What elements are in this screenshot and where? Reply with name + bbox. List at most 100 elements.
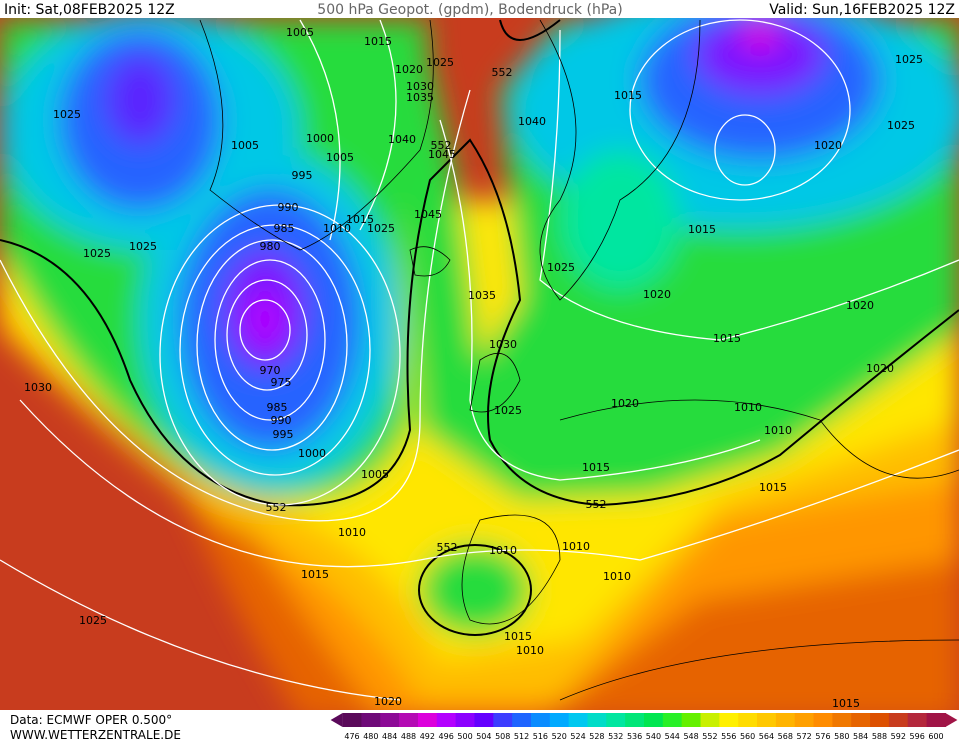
colorbar-swatch	[417, 713, 438, 727]
isobar-label: 1010	[764, 424, 792, 437]
colorbar-tick-label: 544	[665, 732, 680, 741]
isobar-label: 1025	[53, 108, 81, 121]
isobar-label: 1020	[611, 397, 639, 410]
isobar-label: 1020	[374, 695, 402, 708]
colorbar-tick-label: 584	[853, 732, 868, 741]
isobar-label: 1025	[895, 53, 923, 66]
colorbar-swatch	[568, 713, 588, 727]
isobar-label: 1040	[388, 133, 416, 146]
colorbar-tick-label: 540	[646, 732, 661, 741]
colorbar-swatch	[851, 713, 871, 727]
isobars	[0, 19, 959, 701]
isobar-label: 1020	[643, 288, 671, 301]
colorbar-tick-label: 588	[872, 732, 887, 741]
isobar-label: 1015	[364, 35, 392, 48]
isobar-label: 1020	[846, 299, 874, 312]
isobar-label: 990	[271, 414, 292, 427]
colorbar-tick-label: 496	[439, 732, 454, 741]
isobar-label: 1010	[562, 540, 590, 553]
isobar-label: 1010	[734, 401, 762, 414]
isobar-label: 1025	[426, 56, 454, 69]
colorbar-tick-label: 524	[570, 732, 585, 741]
colorbar-swatch	[493, 713, 513, 727]
colorbar-swatch	[738, 713, 758, 727]
colorbar-tick-label: 580	[834, 732, 849, 741]
colorbar-tick-label: 528	[589, 732, 604, 741]
isobar-label: 985	[267, 401, 288, 414]
isobar-label: 1010	[489, 544, 517, 557]
isobar-label: 1030	[489, 338, 517, 351]
isobar-label: 1025	[547, 261, 575, 274]
colorbar-arrow	[330, 713, 343, 727]
contour-552	[0, 19, 959, 636]
geopotential-label: 552	[492, 66, 513, 79]
isobar-label: 1005	[231, 139, 259, 152]
colorbar-tick-label: 592	[891, 732, 906, 741]
isobar-label: 1015	[713, 332, 741, 345]
isobar-label: 1030	[406, 80, 434, 93]
colorbar-tick-label: 500	[457, 732, 472, 741]
isobar-label: 1010	[338, 526, 366, 539]
isobar-label: 1010	[323, 222, 351, 235]
isobar-label: 1000	[306, 132, 334, 145]
colorbar-swatch	[342, 713, 362, 727]
colorbar-swatch	[888, 713, 909, 727]
isobar-label: 1025	[79, 614, 107, 627]
isobar-label: 1025	[887, 119, 915, 132]
map-field	[0, 18, 959, 710]
isobar-label: 985	[274, 222, 295, 235]
valid-time: Valid: Sun,16FEB2025 12Z	[769, 2, 955, 18]
isobar-labels: 1005101510251020103010351025100510001005…	[24, 26, 923, 710]
colorbar: 476 480 484 488 492 496 500 504 508 512 516 520 524 5…	[330, 713, 958, 741]
isobar-label: 1015	[582, 461, 610, 474]
isobar-label: 1045	[414, 208, 442, 221]
colorbar-swatch	[380, 713, 400, 727]
colorbar-swatch	[361, 713, 381, 727]
isobar-label: 1035	[468, 289, 496, 302]
colorbar-tick-label: 488	[401, 732, 416, 741]
isobar-label: 1000	[298, 447, 326, 460]
colorbar-tick-label: 596	[910, 732, 925, 741]
colorbar-tick-label: 560	[740, 732, 755, 741]
colorbar-arrow	[945, 713, 958, 727]
isobar-label: 1020	[395, 63, 423, 76]
colorbar-tick-label: 572	[796, 732, 811, 741]
colorbar-swatch	[870, 713, 890, 727]
isobar-label: 1005	[361, 468, 389, 481]
colorbar-swatch	[832, 713, 852, 727]
colorbar-tick-label: 564	[759, 732, 774, 741]
coastlines	[199, 19, 959, 701]
colorbar-swatch	[794, 713, 815, 727]
colorbar-swatch	[436, 713, 457, 727]
isobar-label: 1010	[603, 570, 631, 583]
colorbar-tick-label: 476	[344, 732, 359, 741]
colorbar-tick-label: 480	[363, 732, 378, 741]
isobar-label: 1025	[129, 240, 157, 253]
isobar-label: 1015	[614, 89, 642, 102]
colorbar-tick-label: 492	[420, 732, 435, 741]
isobar-label: 1015	[301, 568, 329, 581]
colorbar-tick-label: 520	[552, 732, 567, 741]
isobar-label: 1015	[688, 223, 716, 236]
colorbar-swatch	[926, 713, 946, 727]
isobar-label: 975	[271, 376, 292, 389]
isobar-label: 1020	[814, 139, 842, 152]
colorbar-swatch	[700, 713, 720, 727]
isobar-label: 1025	[83, 247, 111, 260]
isobar-label: 1030	[24, 381, 52, 394]
isobar-label: 990	[278, 201, 299, 214]
colorbar-swatch	[907, 713, 928, 727]
isobar-label: 1010	[516, 644, 544, 657]
colorbar-tick-label: 552	[702, 732, 717, 741]
colorbar-tick-label: 484	[382, 732, 397, 741]
colorbar-tick-label: 548	[683, 732, 698, 741]
isobar-label: 995	[292, 169, 313, 182]
colorbar-tick-label: 516	[533, 732, 548, 741]
isobar-label: 1035	[406, 91, 434, 104]
colorbar-swatch	[587, 713, 607, 727]
colorbar-swatch	[512, 713, 532, 727]
isobar-label: 1015	[504, 630, 532, 643]
colorbar-swatch	[399, 713, 419, 727]
colorbar-swatch	[549, 713, 570, 727]
